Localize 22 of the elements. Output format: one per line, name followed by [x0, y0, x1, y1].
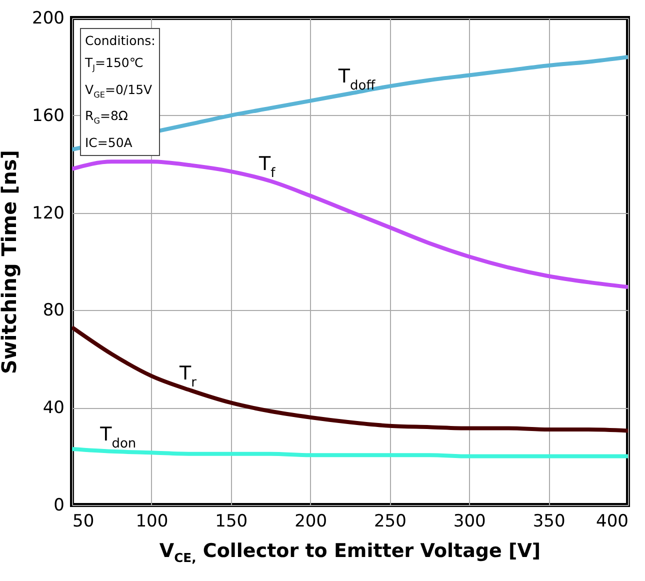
annotation: IC=50A: [85, 134, 134, 152]
y-tick-label: 80: [42, 300, 64, 321]
y-tick-label: 200: [32, 8, 64, 28]
y-axis-title: Switching Time [ns]: [0, 150, 22, 374]
x-tick-label: 50: [72, 512, 94, 532]
x-tick-label: 350: [532, 512, 566, 532]
x-tick-label: 250: [374, 512, 406, 532]
y-tick-label: 120: [32, 203, 64, 224]
y-tick-label: 40: [42, 398, 64, 418]
annotation: V$_{GE}$=0/15V: [85, 80, 154, 101]
x-tick-label: 100: [136, 512, 168, 532]
y-tick-label: 160: [32, 106, 64, 126]
annotation: R$_{G}$=8Ω: [85, 107, 129, 128]
x-tick-label: 200: [294, 512, 328, 532]
x-tick-label: 400: [596, 512, 628, 532]
x-axis-title: V$_{CE,}$ Collector to Emitter Voltage [V]: [158, 540, 542, 565]
x-tick-label: 150: [215, 512, 248, 532]
line-series: [72, 446, 628, 458]
y-tick-label: 0: [54, 496, 64, 516]
x-tick-label: 300: [453, 512, 486, 532]
annotation: Conditions:: [85, 32, 156, 50]
annotation: T$_{J}$=150℃: [85, 54, 144, 74]
